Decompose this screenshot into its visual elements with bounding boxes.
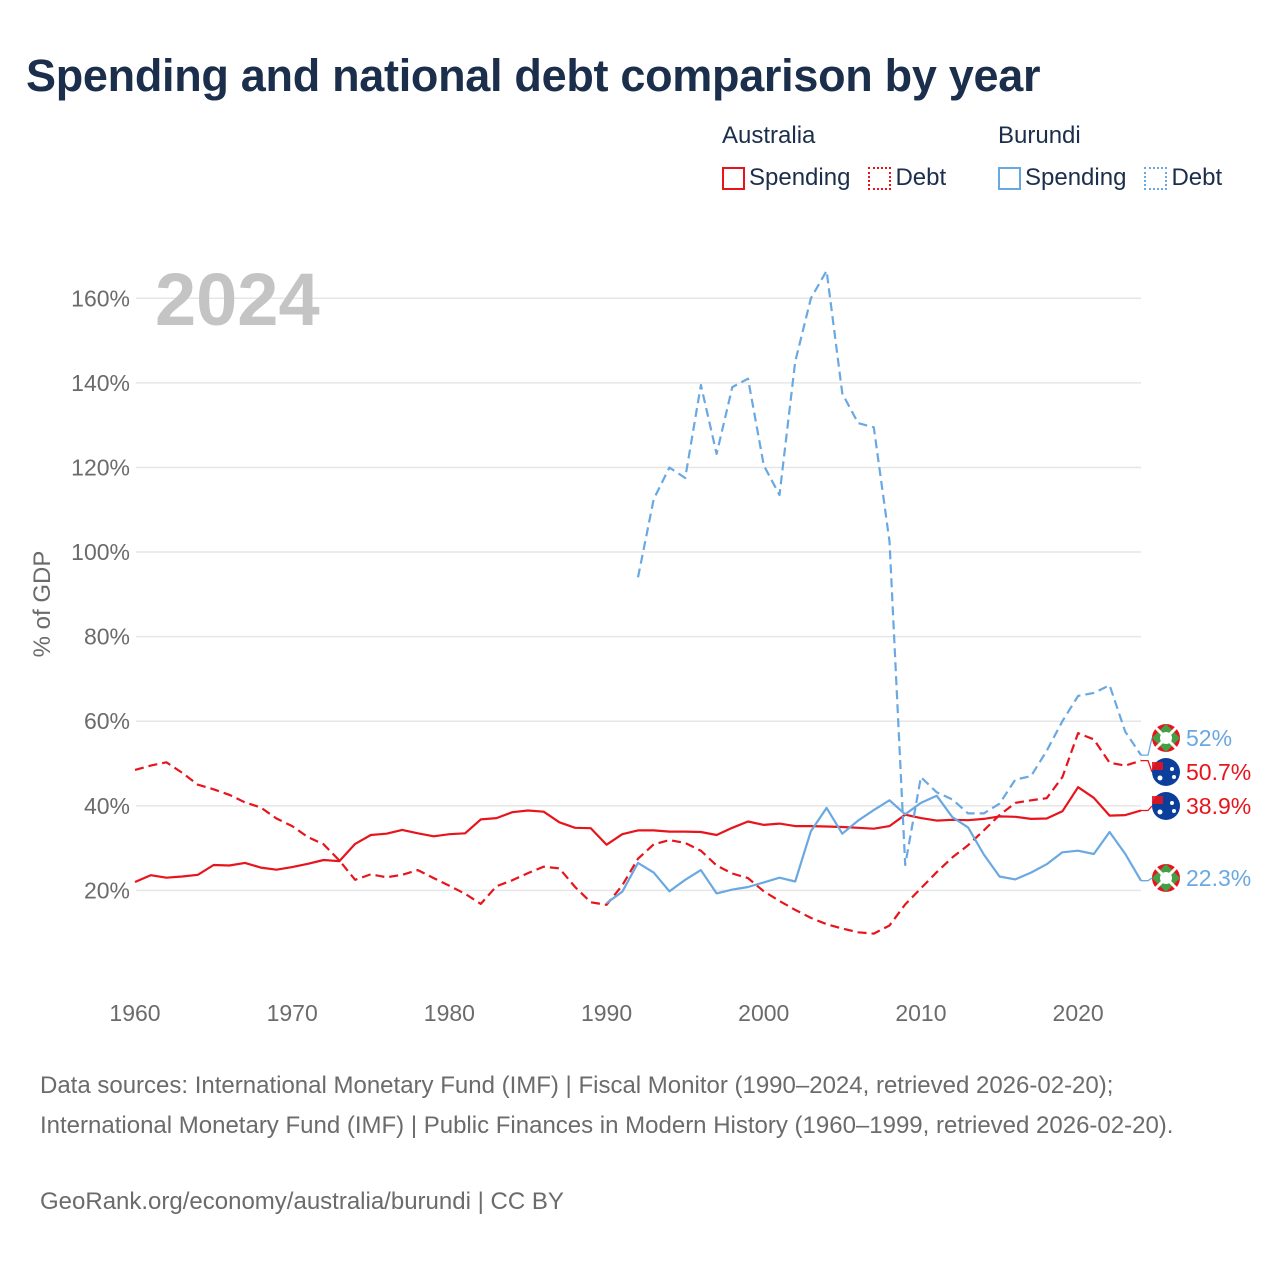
series-line-australia-debt[interactable] — [134, 731, 1142, 935]
legend-australia-spending[interactable]: Spending — [722, 164, 850, 192]
end-value-label: 38.9% — [1186, 793, 1251, 819]
solid-swatch-icon — [722, 166, 745, 190]
x-tick-label: 1990 — [581, 1000, 632, 1026]
end-markers: 52% 50.7% 38.9% 22.3% — [1141, 724, 1251, 892]
burundi-flag-icon — [1152, 724, 1180, 752]
flag-disc — [1160, 732, 1172, 744]
end-value-label: 50.7% — [1186, 759, 1251, 785]
flag-disc — [1160, 872, 1172, 884]
flag-star — [1157, 809, 1163, 815]
y-tick-label: 20% — [84, 877, 130, 903]
series-line-australia-spending[interactable] — [134, 786, 1142, 884]
x-tick-label: 2000 — [738, 1000, 789, 1026]
data-sources: Data sources: International Monetary Fun… — [40, 1072, 1174, 1139]
legend-group-burundi: Burundi — [998, 122, 1081, 149]
y-axis-label: % of GDP — [29, 551, 56, 658]
legend-group-australia: Australia — [722, 122, 816, 149]
year-watermark: 2024 — [155, 258, 320, 341]
y-tick-label: 120% — [71, 454, 130, 480]
y-tick-label: 100% — [71, 539, 130, 565]
legend-burundi-spending[interactable]: Spending — [998, 164, 1126, 192]
legend-label: Debt — [895, 164, 947, 191]
credit-link[interactable]: GeoRank.org/economy/australia/burundi | … — [40, 1188, 564, 1215]
marker-connector — [1141, 737, 1153, 756]
marker-connector — [1141, 805, 1153, 812]
legend-burundi: Burundi Spending Debt — [998, 122, 1222, 192]
x-tick-label: 1960 — [109, 1000, 160, 1026]
x-axis-ticks: 1960 1970 1980 1990 2000 2010 2020 — [109, 1000, 1103, 1026]
flag-union-jack — [1152, 762, 1163, 770]
x-tick-label: 1980 — [424, 1000, 475, 1026]
y-axis-ticks: 20% 40% 60% 80% 100% 120% 140% 160% — [71, 285, 130, 903]
series-line-burundi-spending[interactable] — [605, 794, 1142, 904]
end-value-label: 22.3% — [1186, 865, 1251, 891]
line-chart: 2024 % of GDP 20% 40% 60% 80% 100% 120% 140% 16… — [29, 258, 1251, 1026]
flag-star — [1170, 801, 1174, 805]
end-value-label: 52% — [1186, 725, 1232, 751]
gridlines — [136, 297, 1141, 892]
y-tick-label: 140% — [71, 370, 130, 396]
legend-label: Spending — [749, 164, 851, 191]
dotted-swatch-icon — [868, 166, 892, 190]
legend-label: Debt — [1171, 164, 1223, 191]
chart-title: Spending and national debt comparison by… — [26, 50, 1041, 101]
flag-star — [1170, 767, 1174, 771]
legend-australia: Australia Spending Debt — [722, 122, 946, 192]
dotted-swatch-icon — [1144, 166, 1168, 190]
series-lines — [134, 269, 1142, 935]
y-tick-label: 60% — [84, 708, 130, 734]
flag-union-jack — [1152, 796, 1163, 804]
solid-swatch-icon — [998, 166, 1021, 190]
burundi-flag-icon — [1152, 864, 1180, 892]
legend-label: Spending — [1025, 164, 1127, 191]
y-tick-label: 80% — [84, 624, 130, 650]
series-line-burundi-debt[interactable] — [636, 269, 1142, 867]
australia-flag-icon — [1152, 792, 1180, 820]
x-tick-label: 1970 — [267, 1000, 318, 1026]
legend-burundi-debt[interactable]: Debt — [1144, 164, 1222, 192]
marker-connector — [1141, 759, 1153, 773]
australia-flag-icon — [1152, 758, 1180, 786]
legend-australia-debt[interactable]: Debt — [868, 164, 946, 192]
x-tick-label: 2010 — [895, 1000, 946, 1026]
y-tick-label: 160% — [71, 285, 130, 311]
flag-star — [1172, 775, 1176, 779]
flag-star — [1157, 775, 1163, 781]
y-tick-label: 40% — [84, 793, 130, 819]
x-tick-label: 2020 — [1053, 1000, 1104, 1026]
marker-connector — [1141, 877, 1153, 882]
flag-star — [1172, 809, 1176, 813]
